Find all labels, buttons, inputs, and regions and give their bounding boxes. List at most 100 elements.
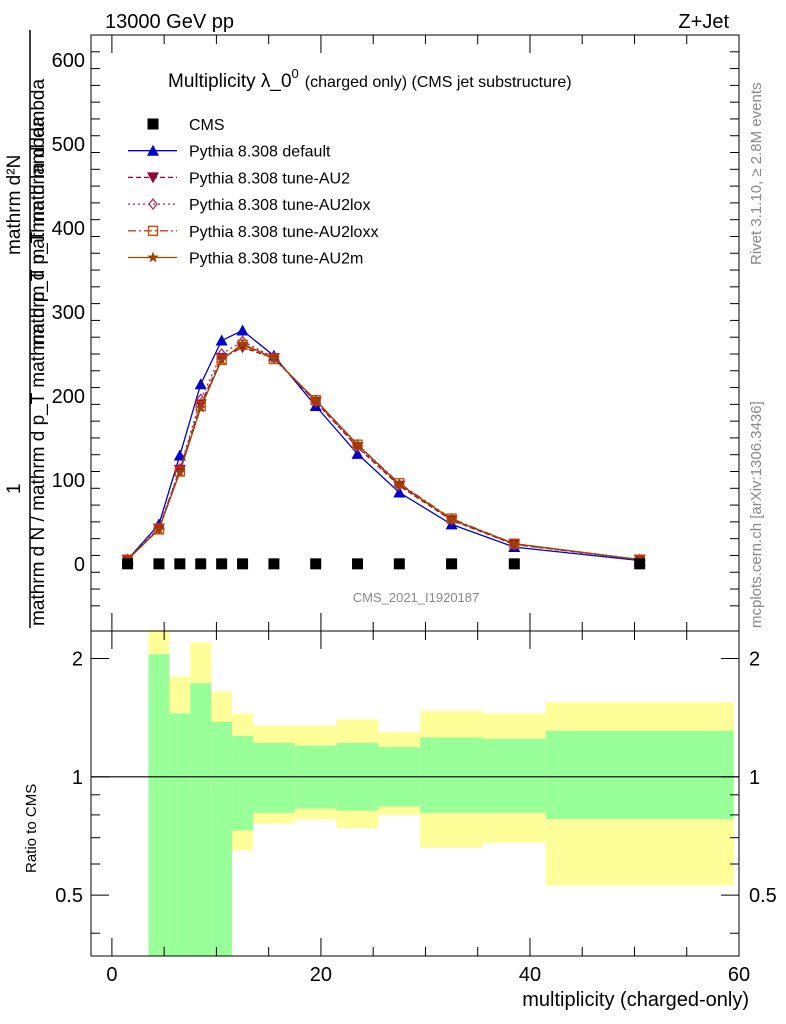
chart-title: Multiplicity λ_00 (charged only) (CMS jet… bbox=[168, 66, 572, 92]
series-layer bbox=[121, 324, 646, 570]
ratio-frame bbox=[90, 630, 740, 957]
ratio-band-bin bbox=[420, 737, 483, 813]
legend-label: Pythia 8.308 tune-AU2 bbox=[189, 170, 350, 187]
data-point bbox=[393, 558, 405, 570]
title-main: Multiplicity λ_0 bbox=[168, 71, 292, 92]
data-point bbox=[236, 324, 249, 336]
ratio-tick-label-right: 0.5 bbox=[749, 885, 777, 907]
legend: CMS Pythia 8.308 default Pythia 8.308 tune… bbox=[128, 117, 378, 268]
legend-item: Pythia 8.308 tune-AU2 bbox=[128, 170, 350, 187]
legend-item: CMS bbox=[147, 117, 225, 134]
title-superscript: 0 bbox=[292, 66, 299, 81]
series-cms bbox=[122, 558, 646, 570]
data-point bbox=[195, 558, 207, 570]
series-pythia-8-308-tune-au2 bbox=[121, 342, 646, 566]
data-point bbox=[216, 558, 228, 570]
ylabel-numerator: mathrm d²N bbox=[4, 155, 25, 255]
ylabel-top: mathrm d p_T mathrm d lambda bbox=[28, 79, 49, 350]
energy-label: 13000 GeV pp bbox=[105, 11, 234, 33]
ratio-band-bin bbox=[232, 736, 253, 831]
ratio-ticks bbox=[91, 631, 740, 956]
data-point bbox=[215, 353, 228, 365]
data-point bbox=[310, 558, 322, 570]
data-point bbox=[174, 466, 186, 478]
x-tick-label: 60 bbox=[728, 964, 750, 986]
data-point bbox=[508, 537, 520, 549]
ratio-band-bin bbox=[148, 654, 170, 956]
ratio-band-bin bbox=[169, 713, 191, 956]
data-point bbox=[195, 401, 207, 413]
legend-label: Pythia 8.308 tune-AU2m bbox=[189, 251, 363, 268]
ratio-tick-label-left: 1 bbox=[72, 767, 83, 789]
data-point bbox=[236, 337, 249, 349]
data-point bbox=[153, 558, 165, 570]
ylabel-bottom: mathrm d N / mathrm d p_T mathrm d p_T m… bbox=[28, 116, 49, 626]
data-point bbox=[351, 447, 364, 459]
legend-label: Pythia 8.308 tune-AU2loxx bbox=[189, 224, 378, 241]
ratio-tick-label-right: 2 bbox=[749, 649, 760, 671]
ratio-band-bin bbox=[211, 721, 233, 956]
series-line bbox=[127, 340, 640, 561]
legend-item: Pythia 8.308 tune-AU2loxx bbox=[128, 224, 378, 241]
series-line bbox=[127, 346, 640, 561]
data-point bbox=[269, 351, 279, 364]
title-suffix: (charged only) (CMS jet substructure) bbox=[305, 74, 572, 91]
x-tick-label: 40 bbox=[519, 964, 541, 986]
legend-marker bbox=[147, 251, 159, 263]
data-point bbox=[215, 334, 228, 346]
data-point bbox=[634, 558, 646, 570]
data-point bbox=[393, 478, 405, 489]
ratio-ylabel: Ratio to CMS bbox=[23, 784, 40, 873]
series-line bbox=[127, 329, 640, 562]
series-pythia-8-308-tune-au2lox bbox=[122, 335, 645, 566]
legend-item: Pythia 8.308 default bbox=[128, 144, 331, 161]
series-pythia-8-308-default bbox=[121, 324, 646, 566]
y-tick-label: 400 bbox=[52, 218, 85, 240]
legend-marker bbox=[147, 225, 159, 236]
data-point bbox=[154, 521, 164, 534]
data-point bbox=[174, 558, 186, 570]
rivet-version-label: Rivet 3.1.10, ≥ 2.8M events bbox=[748, 83, 765, 266]
legend-marker bbox=[148, 198, 158, 211]
ratio-band-stat bbox=[148, 654, 734, 956]
data-point bbox=[508, 558, 520, 570]
data-point bbox=[237, 558, 249, 570]
y-tick-label: 300 bbox=[52, 302, 85, 324]
x-axis-label: multiplicity (charged-only) bbox=[522, 989, 749, 1011]
x-tick-label: 20 bbox=[310, 964, 332, 986]
ratio-band-bin bbox=[190, 683, 212, 956]
mcplots-label: mcplots.cern.ch [arXiv:1306.3436] bbox=[748, 401, 765, 628]
series-pythia-8-308-tune-au2loxx bbox=[122, 339, 645, 565]
legend-marker bbox=[147, 118, 159, 130]
data-point bbox=[268, 352, 280, 363]
ratio-panel: 0.5 0.5 1 1 2 2 Ratio to CMS bbox=[23, 630, 777, 957]
data-point bbox=[352, 558, 364, 570]
x-tick-labels: 0 20 40 60 bbox=[106, 964, 750, 986]
data-point bbox=[173, 449, 186, 461]
x-tick-label: 0 bbox=[106, 964, 117, 986]
data-point bbox=[351, 438, 364, 450]
legend-item: Pythia 8.308 tune-AU2m bbox=[128, 251, 363, 268]
main-ytick-labels: 0 100 200 300 400 500 600 bbox=[52, 50, 85, 576]
ratio-band-bin bbox=[545, 730, 734, 820]
process-label: Z+Jet bbox=[678, 11, 729, 33]
data-point bbox=[268, 558, 280, 570]
main-ticks bbox=[91, 35, 740, 631]
ratio-band-bin bbox=[253, 742, 295, 813]
data-point bbox=[445, 513, 458, 525]
data-point bbox=[393, 486, 406, 498]
ratio-ytick-labels: 0.5 0.5 1 1 2 2 bbox=[55, 649, 777, 908]
data-point bbox=[446, 558, 458, 570]
ratio-tick-label-left: 0.5 bbox=[55, 885, 83, 907]
data-point bbox=[310, 394, 322, 405]
analysis-watermark: CMS_2021_I1920187 bbox=[353, 590, 480, 605]
legend-label: Pythia 8.308 tune-AU2lox bbox=[189, 197, 370, 214]
ylabel-one: 1 bbox=[4, 483, 25, 494]
y-tick-label: 200 bbox=[52, 386, 85, 408]
legend-label: CMS bbox=[189, 117, 225, 134]
y-tick-label: 600 bbox=[52, 50, 85, 72]
ratio-bands bbox=[91, 631, 739, 956]
data-point bbox=[153, 523, 165, 535]
